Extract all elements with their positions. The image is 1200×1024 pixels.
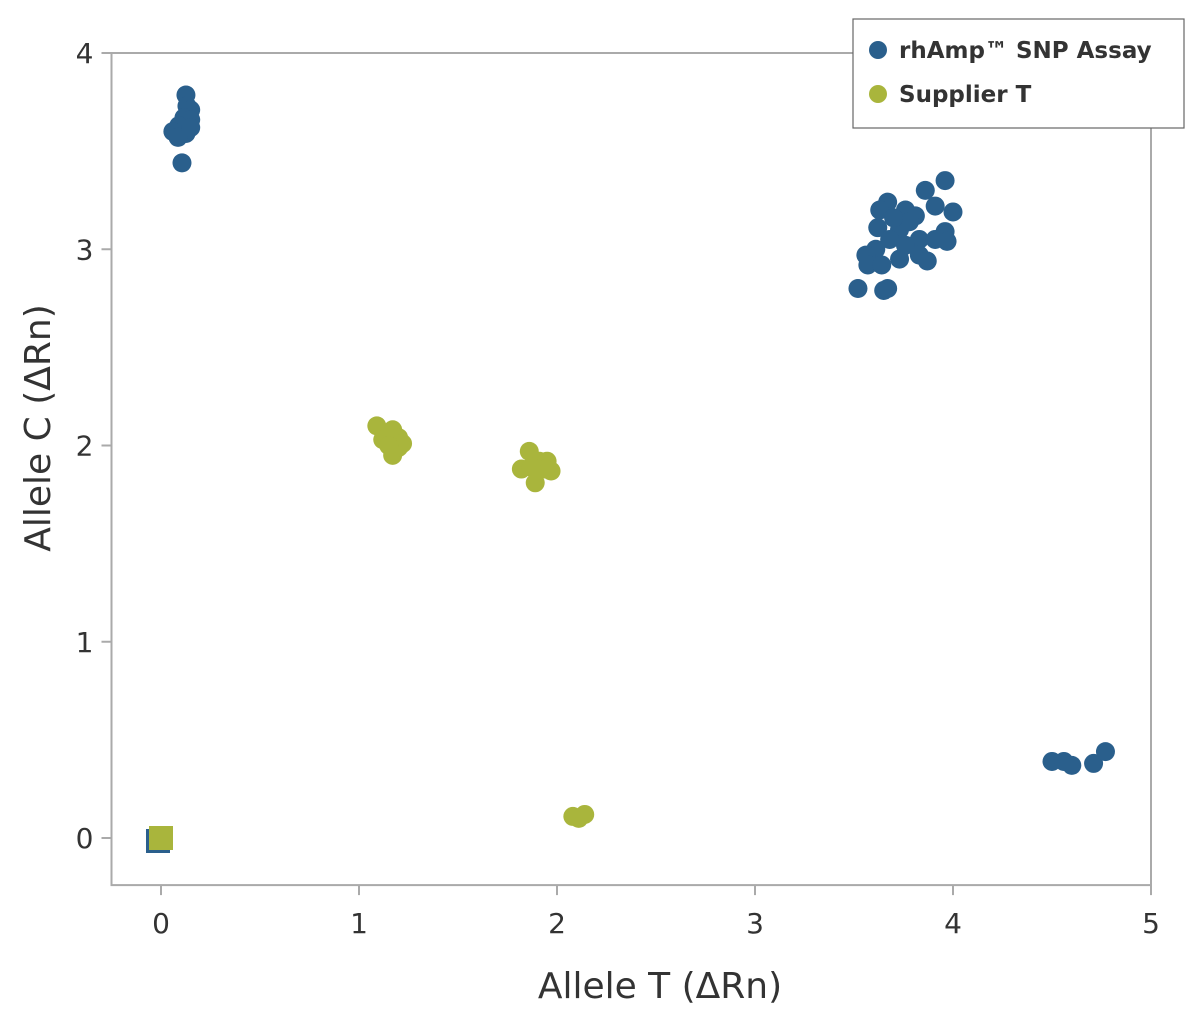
x-tick-label: 2	[548, 907, 566, 940]
data-point	[521, 457, 541, 477]
data-point	[868, 218, 888, 238]
control-marker	[149, 826, 173, 850]
data-point	[878, 279, 898, 298]
y-tick-label: 1	[76, 626, 94, 659]
x-axis-label: Allele T (ΔRn)	[538, 966, 782, 1007]
plot-frame	[110, 52, 1152, 887]
plot-border	[110, 52, 1152, 887]
data-point	[899, 212, 919, 232]
y-tick-label: 3	[76, 233, 94, 266]
data-point	[915, 180, 935, 200]
data-point	[181, 118, 201, 138]
legend-label-supplier-t: Supplier T	[899, 82, 1032, 108]
x-tick-label: 5	[1142, 907, 1160, 940]
data-point	[848, 279, 868, 298]
data-point	[925, 229, 945, 249]
data-point	[884, 208, 904, 228]
data-points	[146, 85, 1115, 853]
data-point	[525, 473, 545, 493]
y-tick-label: 2	[76, 430, 94, 463]
x-tick-label: 3	[746, 907, 764, 940]
data-point	[890, 249, 910, 269]
data-point	[917, 251, 937, 271]
x-tick-label: 0	[152, 907, 170, 940]
data-point	[880, 229, 900, 249]
legend: rhAmp™ SNP Assay Supplier T	[852, 18, 1185, 129]
legend-label-rhamp: rhAmp™ SNP Assay	[899, 38, 1152, 64]
x-axis: 0 1 2 3 4 5	[152, 885, 1160, 940]
data-point	[535, 459, 555, 479]
data-point	[872, 255, 892, 275]
data-point	[935, 171, 955, 191]
data-point	[870, 200, 890, 220]
series-1	[149, 416, 595, 850]
y-tick-label: 0	[76, 822, 94, 855]
y-tick-label: 4	[76, 37, 94, 70]
legend-marker-supplier-t	[869, 85, 887, 103]
data-point	[943, 202, 963, 222]
data-point	[1095, 742, 1115, 762]
x-tick-label: 1	[350, 907, 368, 940]
data-point	[925, 196, 945, 216]
data-point	[172, 153, 192, 173]
data-point	[1062, 755, 1082, 775]
y-axis: 0 1 2 3 4	[76, 37, 112, 855]
y-axis-label: Allele C (ΔRn)	[18, 304, 59, 552]
data-point	[1084, 753, 1104, 773]
series-0	[146, 85, 1115, 853]
data-point	[858, 255, 878, 275]
legend-marker-rhamp	[869, 41, 887, 59]
x-tick-label: 4	[944, 907, 962, 940]
legend-box	[852, 18, 1185, 129]
data-point	[575, 804, 595, 824]
data-point	[379, 436, 399, 455]
